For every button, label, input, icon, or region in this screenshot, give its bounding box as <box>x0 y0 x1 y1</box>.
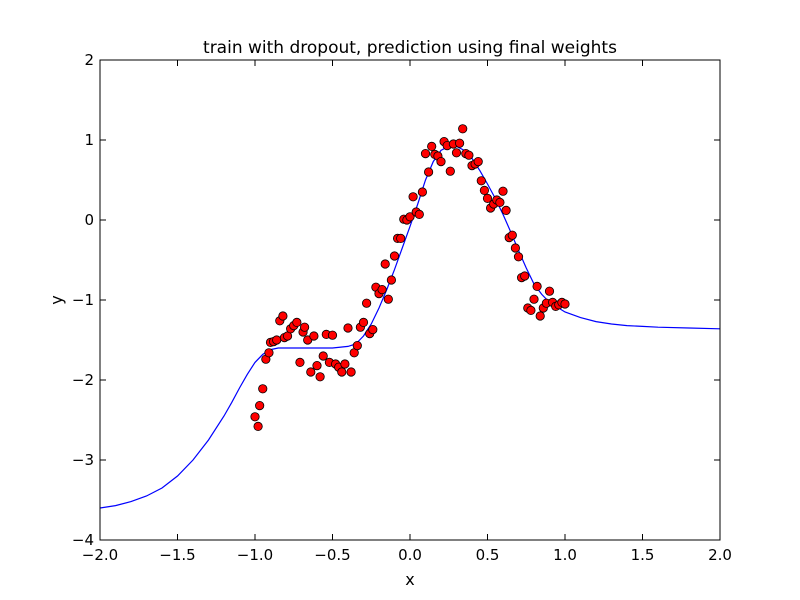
data-point <box>414 209 424 219</box>
data-point <box>337 367 347 377</box>
data-point <box>458 124 468 134</box>
data-point <box>408 192 418 202</box>
data-point <box>427 141 437 151</box>
data-point <box>473 157 483 167</box>
x-axis-ticks: −2.0 −1.5 −1.0 −0.5 0.0 0.5 1.0 1.5 2.0 <box>82 60 732 564</box>
y-tick-label: 1 <box>84 131 94 149</box>
x-tick-label: 0.5 <box>476 546 500 564</box>
y-tick-label: 2 <box>84 51 94 69</box>
y-axis-ticks: −4 −3 −2 −1 0 1 2 <box>72 51 720 549</box>
data-point <box>380 259 390 269</box>
data-point <box>507 230 517 240</box>
data-point <box>526 305 536 315</box>
data-point <box>315 372 325 382</box>
data-point <box>377 284 387 295</box>
x-tick-label: 1.0 <box>553 546 577 564</box>
data-point <box>340 359 350 369</box>
x-axis-label: x <box>405 570 414 589</box>
data-point <box>295 357 305 367</box>
data-point <box>264 348 274 358</box>
data-point <box>405 212 415 222</box>
data-point <box>495 197 505 207</box>
data-point <box>464 150 474 160</box>
data-point <box>346 367 356 377</box>
y-tick-label: −2 <box>72 371 94 389</box>
y-tick-label: −4 <box>72 531 94 549</box>
data-point <box>255 400 265 411</box>
x-tick-label: 1.5 <box>631 546 655 564</box>
data-point <box>532 281 542 291</box>
data-point <box>513 252 524 262</box>
data-point <box>343 323 353 333</box>
data-point <box>278 311 288 321</box>
data-point <box>535 311 545 321</box>
data-point <box>454 138 465 148</box>
y-tick-label: −3 <box>72 451 94 469</box>
data-point <box>436 157 446 167</box>
data-point <box>250 412 260 422</box>
data-point <box>258 384 268 394</box>
data-point <box>451 148 462 158</box>
data-point <box>560 299 570 309</box>
chart-title: train with dropout, prediction using fin… <box>203 38 617 58</box>
data-point <box>501 205 511 215</box>
data-point <box>544 286 555 296</box>
data-point <box>318 351 328 361</box>
y-axis-label: y <box>47 295 66 304</box>
data-point <box>389 251 400 261</box>
data-point <box>482 193 493 203</box>
x-tick-label: −2.0 <box>82 546 118 564</box>
data-point <box>445 166 455 176</box>
data-point <box>417 187 427 197</box>
data-point <box>498 186 508 196</box>
data-point <box>361 298 372 308</box>
data-point <box>423 167 434 177</box>
data-point <box>327 330 338 340</box>
data-point <box>299 322 310 332</box>
data-point <box>520 271 530 281</box>
data-point <box>479 185 489 195</box>
plot-area <box>100 124 720 509</box>
data-point <box>368 324 378 335</box>
data-point <box>476 176 486 186</box>
y-tick-label: 0 <box>84 211 94 229</box>
x-tick-label: 0.0 <box>398 546 422 564</box>
data-points <box>250 124 570 431</box>
data-point <box>383 294 393 304</box>
x-tick-label: −1.0 <box>237 546 273 564</box>
x-tick-label: 2.0 <box>708 546 732 564</box>
data-point <box>396 233 406 243</box>
data-point <box>272 335 282 345</box>
data-point <box>253 421 263 431</box>
data-point <box>309 331 319 341</box>
data-point <box>292 317 302 327</box>
x-tick-label: −0.5 <box>314 546 350 564</box>
data-point <box>529 294 539 304</box>
x-tick-label: −1.5 <box>159 546 195 564</box>
data-point <box>386 275 396 285</box>
data-point <box>312 360 322 371</box>
data-point <box>510 243 521 253</box>
data-point <box>352 340 362 351</box>
y-tick-label: −1 <box>72 291 94 309</box>
data-point <box>306 367 316 377</box>
data-point <box>358 317 369 327</box>
data-point <box>420 149 431 159</box>
